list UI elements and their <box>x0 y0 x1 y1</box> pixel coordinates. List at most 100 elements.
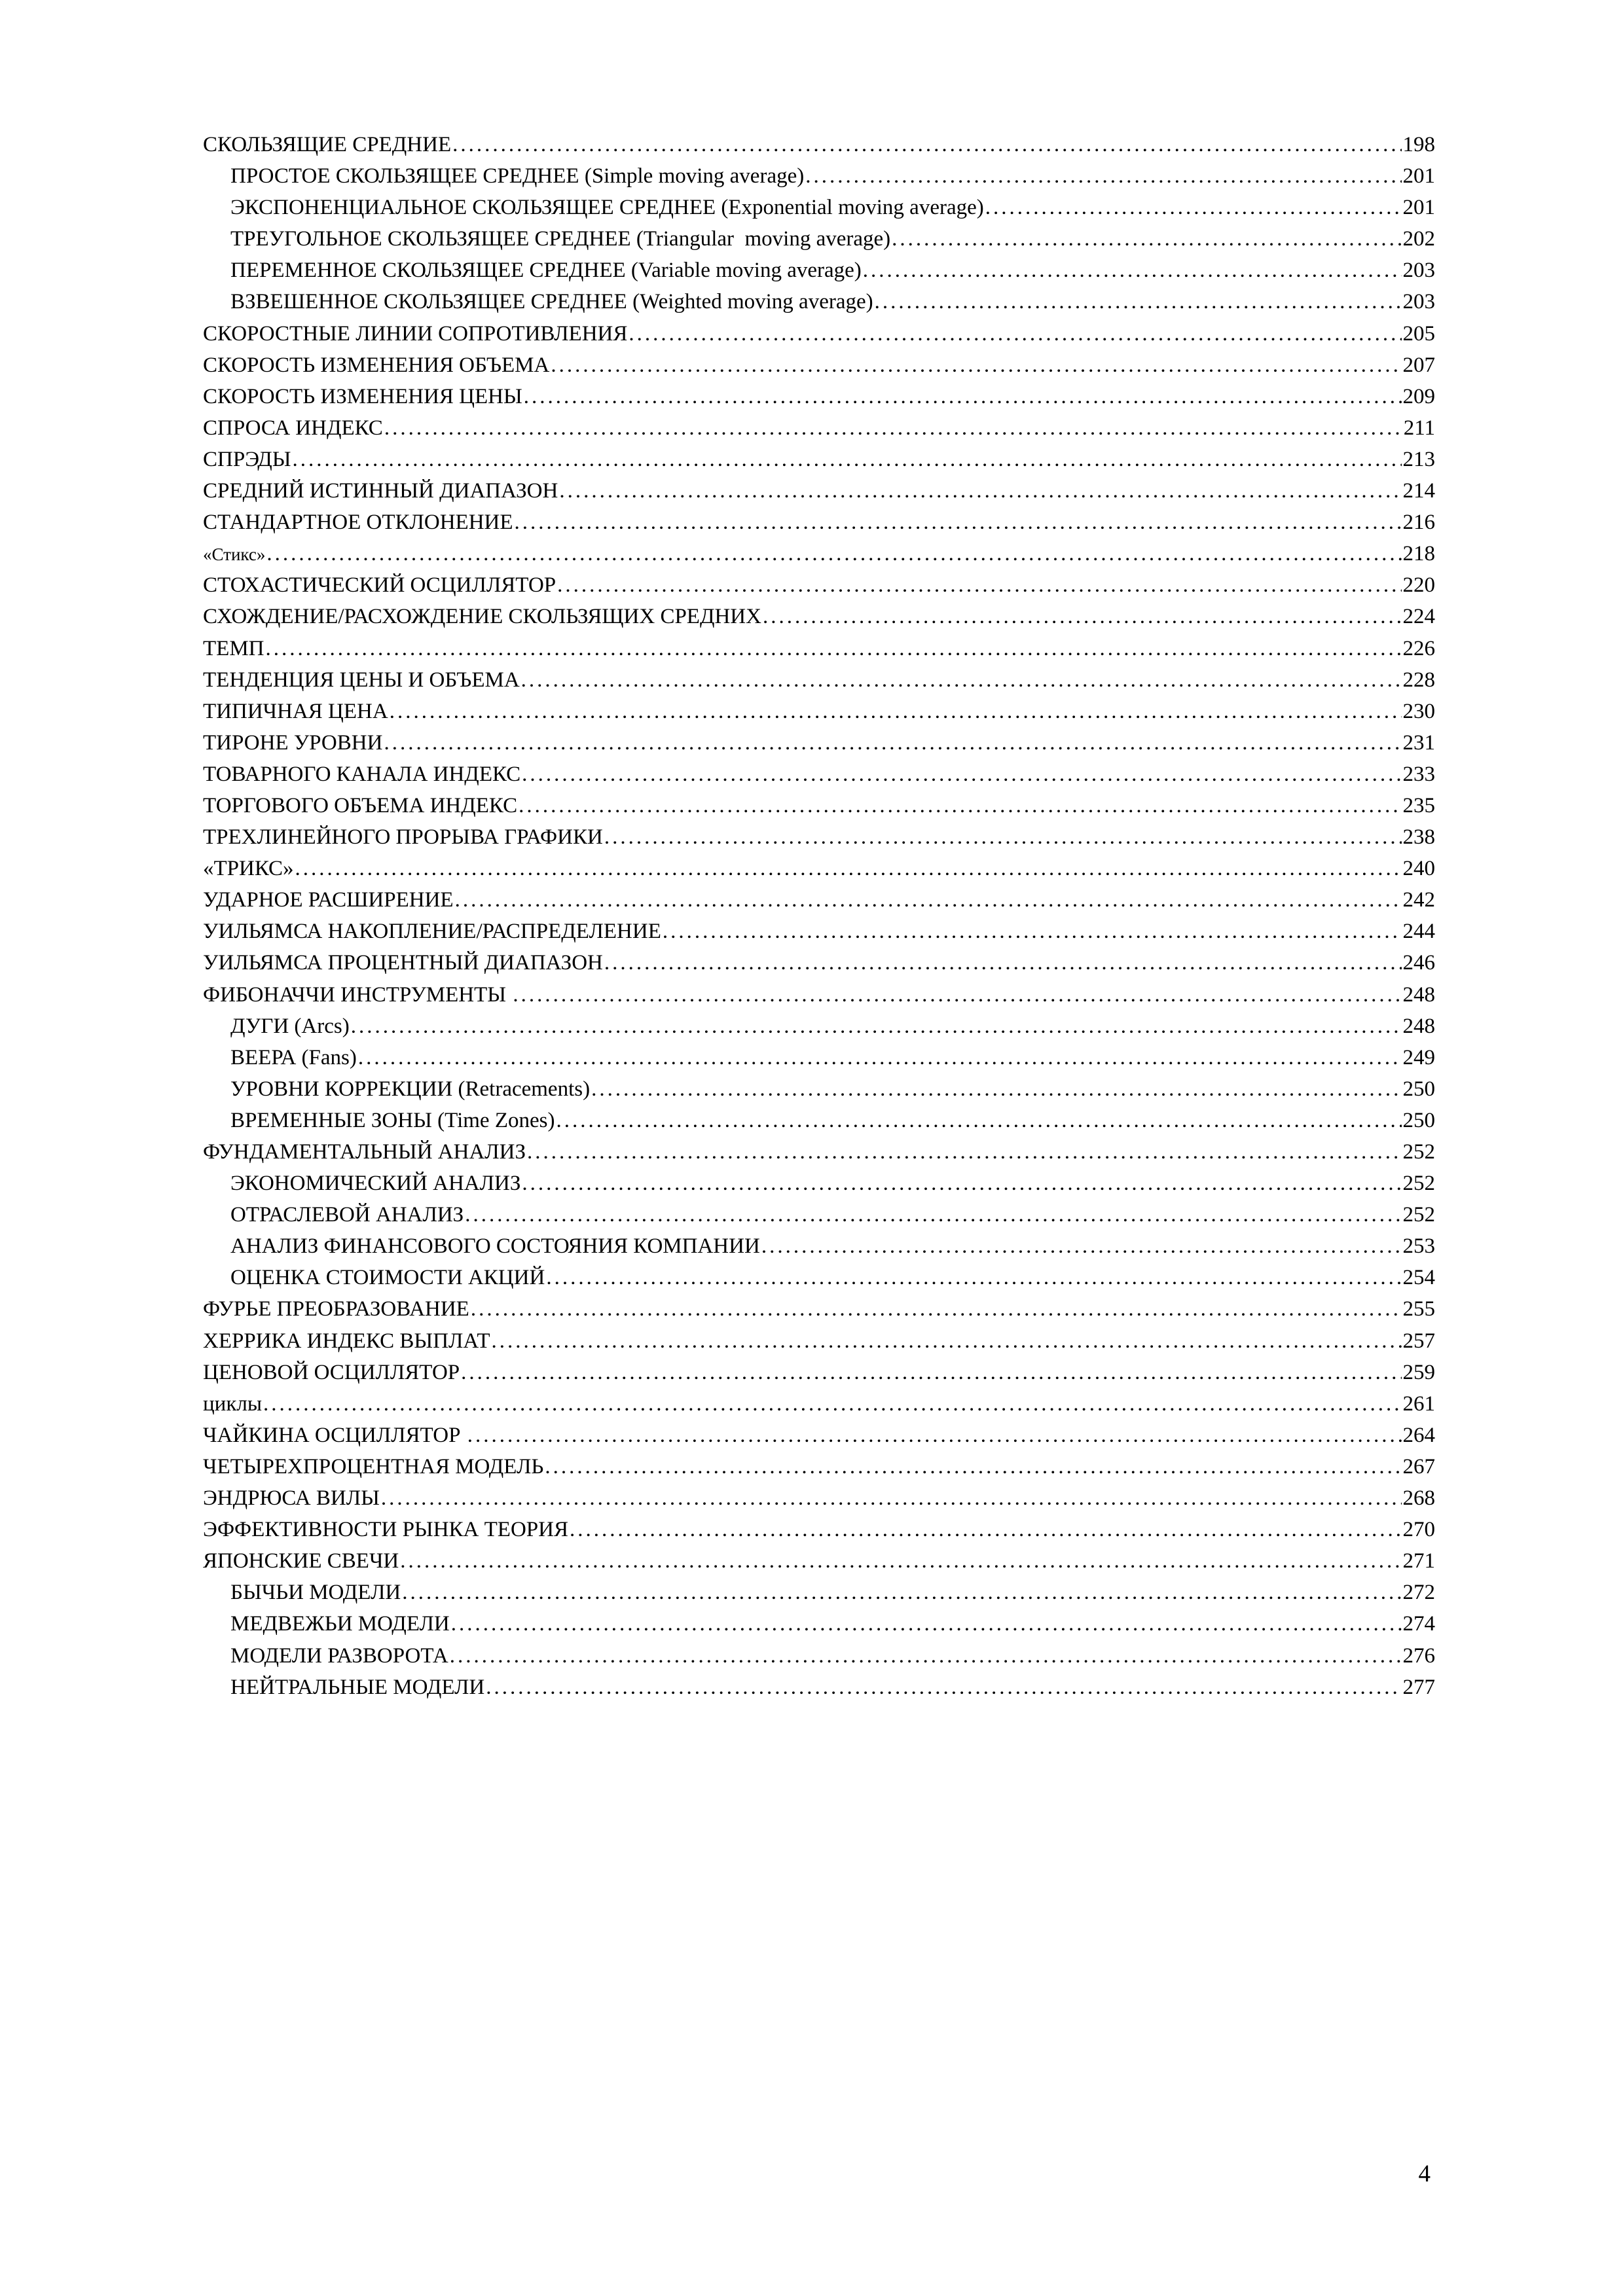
dot-leader <box>263 1392 1402 1416</box>
dot-leader <box>591 1077 1401 1102</box>
toc-entry-title: ДУГИ (Arcs) <box>230 1014 350 1038</box>
dot-leader <box>351 1014 1402 1039</box>
toc-entry-title: «ТРИКС» <box>203 857 294 881</box>
toc-entry: ФИБОНАЧЧИ ИНСТРУМЕНТЫ 248 <box>203 983 1435 1014</box>
toc-entry-title: ТИРОНЕ УРОВНИ <box>203 730 383 755</box>
toc-entry-title: ЯПОНСКИЕ СВЕЧИ <box>203 1549 399 1573</box>
toc-entry: ТРЕХЛИНЕЙНОГО ПРОРЫВА ГРАФИКИ 238 <box>203 825 1435 857</box>
dot-leader <box>557 573 1401 598</box>
toc-entry-page-number: 264 <box>1402 1423 1436 1447</box>
toc-entry-title: БЫЧЬИ МОДЕЛИ <box>230 1581 401 1605</box>
toc-entry-title: ЭКОНОМИЧЕСКИЙ АНАЛИЗ <box>230 1172 521 1196</box>
dot-leader <box>384 731 1401 755</box>
dot-leader <box>604 951 1402 975</box>
toc-entry-title: ТЕМП <box>203 636 264 660</box>
toc-entry-page-number: 261 <box>1402 1391 1436 1416</box>
toc-entry: СРЕДНИЙ ИСТИННЫЙ ДИАПАЗОН 214 <box>203 479 1435 511</box>
dot-leader <box>522 1172 1401 1196</box>
toc-entry-page-number: 201 <box>1402 164 1436 188</box>
toc-entry: АНАЛИЗ ФИНАНСОВОГО СОСТОЯНИЯ КОМПАНИИ 25… <box>203 1234 1435 1266</box>
dot-leader <box>570 1518 1402 1542</box>
toc-entry-page-number: 250 <box>1402 1108 1436 1132</box>
toc-entry-title: ПРОСТОЕ СКОЛЬЗЯЩЕЕ СРЕДНЕЕ (Simple movin… <box>230 164 805 188</box>
dot-leader <box>892 227 1401 251</box>
toc-entry-title: УРОВНИ КОРРЕКЦИИ (Retracements) <box>230 1077 591 1101</box>
dot-leader <box>384 416 1402 440</box>
toc-entry-title: ОЦЕНКА СТОИМОСТИ АКЦИЙ <box>230 1266 545 1290</box>
toc-entry: УИЛЬЯМСА НАКОПЛЕНИЕ/РАСПРЕДЕЛЕНИЕ 244 <box>203 920 1435 951</box>
dot-leader <box>450 1644 1402 1668</box>
toc-entry-page-number: 233 <box>1402 762 1436 786</box>
toc-entry-page-number: 226 <box>1402 636 1436 660</box>
dot-leader <box>805 164 1401 188</box>
dot-leader <box>527 1140 1401 1164</box>
toc-entry-title: СКОРОСТЬ ИЗМЕНЕНИЯ ЦЕНЫ <box>203 384 522 408</box>
dot-leader <box>761 1234 1402 1259</box>
toc-entry-page-number: 277 <box>1402 1675 1436 1699</box>
toc-entry-title: ТОРГОВОГО ОБЪЕМА ИНДЕКС <box>203 793 518 817</box>
toc-entry-title: СТОХАСТИЧЕСКИЙ ОСЦИЛЛЯТОР <box>203 573 556 598</box>
toc-entry-title: МОДЕЛИ РАЗВОРОТА <box>230 1643 448 1668</box>
toc-entry: ВЗВЕШЕННОЕ СКОЛЬЗЯЩЕЕ СРЕДНЕЕ (Weighted … <box>203 290 1435 321</box>
dot-leader <box>546 1266 1401 1290</box>
dot-leader <box>486 1676 1401 1700</box>
toc-entry-page-number: 207 <box>1402 353 1436 377</box>
toc-entry-title: ТРЕХЛИНЕЙНОГО ПРОРЫВА ГРАФИКИ <box>203 825 603 850</box>
toc-entry: МОДЕЛИ РАЗВОРОТА 276 <box>203 1644 1435 1676</box>
toc-entry-title: УИЛЬЯМСА НАКОПЛЕНИЕ/РАСПРЕДЕЛЕНИЕ <box>203 920 661 944</box>
toc-entry-title: ВЗВЕШЕННОЕ СКОЛЬЗЯЩЕЕ СРЕДНЕЕ (Weighted … <box>230 290 873 314</box>
toc-entry: ПЕРЕМЕННОЕ СКОЛЬЗЯЩЕЕ СРЕДНЕЕ (Variable … <box>203 259 1435 290</box>
toc-entry-page-number: 213 <box>1402 447 1436 471</box>
toc-entry-page-number: 240 <box>1402 857 1436 881</box>
toc-entry-title: СПРОСА ИНДЕКС <box>203 416 383 440</box>
dot-leader <box>519 794 1401 818</box>
toc-entry-page-number: 267 <box>1402 1454 1436 1479</box>
toc-entry: ФУРЬЕ ПРЕОБРАЗОВАНИЕ 255 <box>203 1297 1435 1329</box>
toc-entry-title: АНАЛИЗ ФИНАНСОВОГО СОСТОЯНИЯ КОМПАНИИ <box>230 1234 760 1259</box>
toc-entry-title: СКОРОСТЬ ИЗМЕНЕНИЯ ОБЪЕМА <box>203 353 550 377</box>
toc-entry-title: ТИПИЧНАЯ ЦЕНА <box>203 699 388 723</box>
dot-leader <box>985 196 1402 220</box>
toc-entry-page-number: 211 <box>1403 416 1435 440</box>
toc-entry-title: ЦЕНОВОЙ ОСЦИЛЛЯТОР <box>203 1360 460 1384</box>
dot-leader <box>522 762 1401 787</box>
toc-entry: ЭКОНОМИЧЕСКИЙ АНАЛИЗ 252 <box>203 1172 1435 1203</box>
toc-entry-title: ТОВАРНОГО КАНАЛА ИНДЕКС <box>203 762 521 786</box>
dot-leader <box>390 700 1402 724</box>
toc-entry: БЫЧЬИ МОДЕЛИ 272 <box>203 1581 1435 1612</box>
toc-entry-page-number: 231 <box>1402 730 1436 755</box>
dot-leader <box>295 857 1402 881</box>
toc-entry-title: ЭНДРЮСА ВИЛЫ <box>203 1486 380 1511</box>
dot-leader <box>545 1455 1401 1479</box>
toc-entry: ЭНДРЮСА ВИЛЫ 268 <box>203 1486 1435 1518</box>
toc-entry-title: ЭФФЕКТИВНОСТИ РЫНКА ТЕОРИЯ <box>203 1518 568 1542</box>
toc-entry-title: ПЕРЕМЕННОЕ СКОЛЬЗЯЩЕЕ СРЕДНЕЕ (Variable … <box>230 259 862 283</box>
toc-entry: МЕДВЕЖЬИ МОДЕЛИ 274 <box>203 1612 1435 1643</box>
toc-entry: СТОХАСТИЧЕСКИЙ ОСЦИЛЛЯТОР 220 <box>203 573 1435 605</box>
toc-entry-page-number: 276 <box>1402 1643 1436 1668</box>
dot-leader <box>400 1549 1401 1573</box>
toc-entry: СТАНДАРТНОЕ ОТКЛОНЕНИЕ 216 <box>203 511 1435 542</box>
toc-entry-page-number: 257 <box>1402 1329 1436 1353</box>
toc-entry-title: СРЕДНИЙ ИСТИННЫЙ ДИАПАЗОН <box>203 479 558 503</box>
toc-entry-title: ФУРЬЕ ПРЕОБРАЗОВАНИЕ <box>203 1297 469 1321</box>
toc-entry-title: МЕДВЕЖЬИ МОДЕЛИ <box>230 1612 450 1636</box>
toc-entry: ТРЕУГОЛЬНОЕ СКОЛЬЗЯЩЕЕ СРЕДНЕЕ (Triangul… <box>203 227 1435 259</box>
toc-entry-page-number: 203 <box>1402 259 1436 283</box>
toc-entry: ФУНДАМЕНТАЛЬНЫЙ АНАЛИЗ 252 <box>203 1140 1435 1172</box>
toc-entry: СКОРОСТНЫЕ ЛИНИИ СОПРОТИВЛЕНИЯ 205 <box>203 322 1435 353</box>
toc-entry-title: УИЛЬЯМСА ПРОЦЕНТНЫЙ ДИАПАЗОН <box>203 951 603 975</box>
dot-leader <box>455 888 1402 912</box>
toc-entry: «Стикс» 218 <box>203 542 1435 573</box>
toc-entry-page-number: 274 <box>1402 1612 1436 1636</box>
dot-leader <box>402 1581 1401 1605</box>
toc-entry-title: циклы <box>203 1391 262 1416</box>
toc-entry-page-number: 254 <box>1402 1266 1436 1290</box>
toc-entry-page-number: 250 <box>1402 1077 1436 1101</box>
toc-entry-page-number: 205 <box>1402 321 1436 346</box>
toc-entry-page-number: 253 <box>1402 1234 1436 1259</box>
footer-page-number: 4 <box>1418 2161 1431 2187</box>
toc-entry-title: ЧАЙКИНА ОСЦИЛЛЯТОР <box>203 1423 466 1447</box>
toc-entry: ВРЕМЕННЫЕ ЗОНЫ (Time Zones) 250 <box>203 1109 1435 1140</box>
